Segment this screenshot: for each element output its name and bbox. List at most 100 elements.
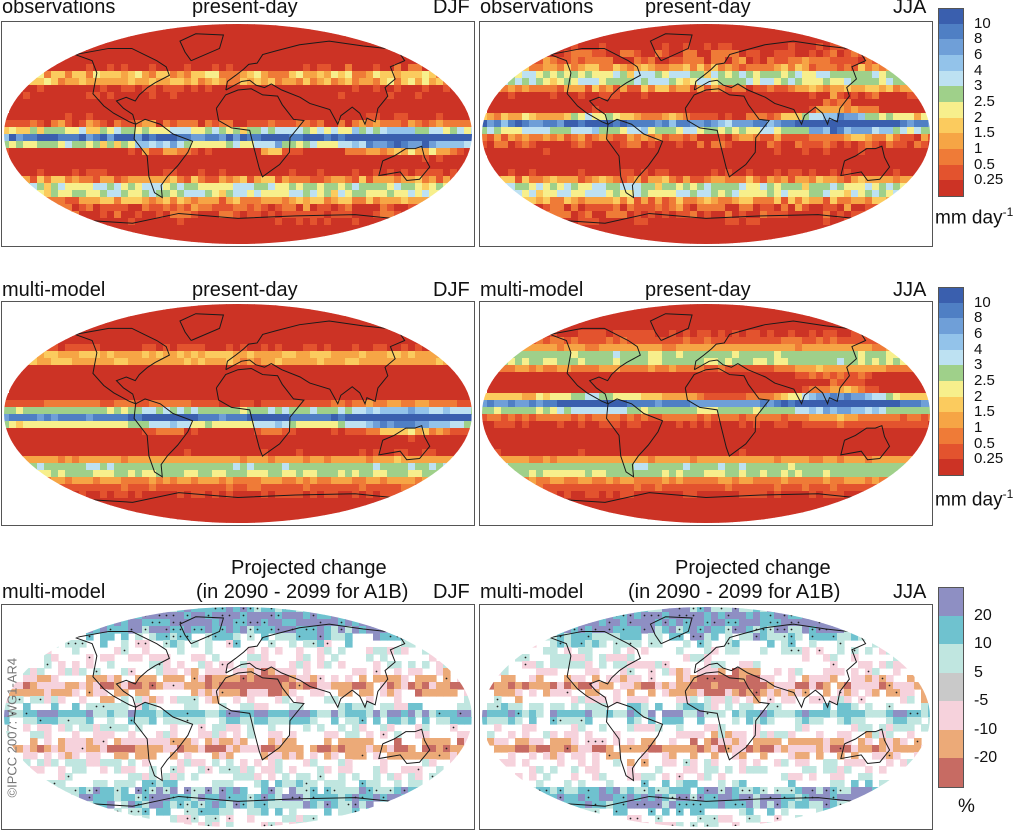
coastline [215, 367, 305, 457]
colorbar-tick-label: 5 [974, 663, 983, 681]
colorbar-swatch [938, 287, 964, 304]
colorbar-tick-label: 3 [974, 77, 983, 95]
colorbar-tick-label: 4 [974, 340, 983, 358]
panel-1-season-label: DJF [433, 0, 470, 18]
map-panel-change-djf [1, 604, 475, 830]
coastline [549, 327, 641, 405]
map-panel-obs-djf [1, 21, 475, 247]
colorbar-swatch [938, 428, 964, 444]
colorbar-tick-label: 8 [974, 309, 983, 327]
colorbar-tick-label: 10 [974, 635, 992, 653]
colorbar-tick-label: 20 [974, 606, 992, 624]
coastline [606, 118, 664, 199]
coastline [133, 398, 194, 478]
coastline [649, 313, 693, 341]
coastline [225, 623, 406, 709]
coastline [840, 728, 891, 764]
unit-text: mm day [935, 489, 1003, 511]
colorbar-swatch [938, 412, 964, 428]
coastline [840, 425, 891, 461]
colorbar-tick-label: -10 [974, 720, 998, 738]
colorbar-tick-label: 4 [974, 61, 983, 79]
coastline [649, 33, 693, 62]
colorbar-swatch [938, 117, 964, 134]
world-map [4, 304, 472, 523]
colorbar-tick-label: 8 [974, 30, 983, 48]
copyright-notice: ©IPCC 2007: WG1-AR4 [4, 657, 20, 798]
coastline [71, 492, 405, 503]
colorbar-swatch [938, 758, 964, 788]
panel-5-center-line1: Projected change [231, 557, 387, 579]
colorbar-tick-label: 3 [974, 356, 983, 374]
colorbar-tick-label: 2 [974, 108, 983, 126]
coastline [549, 630, 641, 709]
colorbar-swatch [938, 672, 964, 702]
colorbar-tick-label: 1.5 [974, 124, 995, 142]
coastline [684, 367, 771, 457]
world-map [4, 607, 472, 827]
coastline [179, 33, 225, 62]
colorbar-tick-label: 0.5 [974, 155, 995, 173]
coastline [546, 492, 866, 503]
colorbar-swatch [938, 334, 964, 350]
colorbar-swatch [938, 701, 964, 730]
precip-colorbar-middle: 10 8 6 4 3 2.5 2 1.5 1 0.5 0.25 [938, 287, 1024, 476]
colorbar-tick-label: 2.5 [974, 372, 995, 389]
colorbar-tick-label: -20 [974, 749, 998, 767]
coastline [225, 320, 406, 406]
coastline [693, 40, 867, 126]
colorbar-tick-label: 10 [974, 293, 991, 311]
colorbar-tick-label: 0.25 [974, 450, 1004, 468]
panel-4-center-label: present-day [645, 279, 751, 301]
colorbar-swatch [938, 149, 964, 165]
coastline [74, 630, 170, 709]
colorbar-swatch [938, 587, 964, 617]
coastline [133, 701, 194, 782]
colorbar-tick-label: 2.5 [974, 93, 995, 110]
coastline [606, 701, 664, 782]
unit-text: mm day [935, 207, 1003, 229]
panel-1-center-label: present-day [192, 0, 298, 18]
map-panel-change-jja [479, 604, 933, 830]
colorbar-swatch [938, 443, 964, 460]
map-panel-model-jja [479, 301, 933, 526]
coastline [71, 212, 405, 224]
precip-colorbar-top: 10 8 6 4 3 2.5 2 1.5 1 0.5 0.25 [938, 8, 1024, 197]
colorbar-tick-label: 1.5 [974, 403, 995, 421]
colorbar-tick-label: 1 [974, 140, 983, 157]
coastline [378, 425, 431, 461]
unit-exponent: -1 [1002, 487, 1014, 501]
world-map [4, 24, 472, 244]
coastline [546, 795, 866, 807]
unit-exponent: -1 [1002, 205, 1014, 219]
colorbar-swatch [938, 349, 964, 366]
colorbar-tick-label: -5 [974, 692, 989, 710]
change-unit: % [958, 796, 975, 817]
colorbar-swatch [938, 381, 964, 397]
coastline [74, 47, 170, 126]
coastline [693, 623, 867, 709]
panel-4-left-label: multi-model [480, 279, 584, 301]
precip-unit-top: mm day-1 [935, 205, 1013, 229]
colorbar-swatch [938, 729, 964, 759]
world-map [482, 304, 930, 523]
world-map [482, 24, 930, 244]
coastline [225, 40, 406, 126]
colorbar-swatch [938, 180, 964, 197]
coastline [684, 88, 771, 178]
colorbar-tick-label: 0.5 [974, 434, 995, 452]
coastline [215, 88, 305, 178]
coastline [684, 671, 771, 761]
panel-6-center-line1: Projected change [675, 557, 831, 579]
panel-3-season-label: DJF [433, 279, 470, 301]
panel-6-center-line2: (in 2090 - 2099 for A1B) [628, 581, 841, 603]
coastline [693, 320, 867, 406]
panel-5-center-line2: (in 2090 - 2099 for A1B) [196, 581, 409, 603]
map-panel-model-djf [1, 301, 475, 526]
coastline [546, 212, 866, 224]
world-map [482, 607, 930, 827]
panel-2-center-label: present-day [645, 0, 751, 18]
panel-2-left-label: observations [480, 0, 594, 18]
colorbar-swatch [938, 318, 964, 334]
panel-5-season-label: DJF [433, 581, 470, 603]
